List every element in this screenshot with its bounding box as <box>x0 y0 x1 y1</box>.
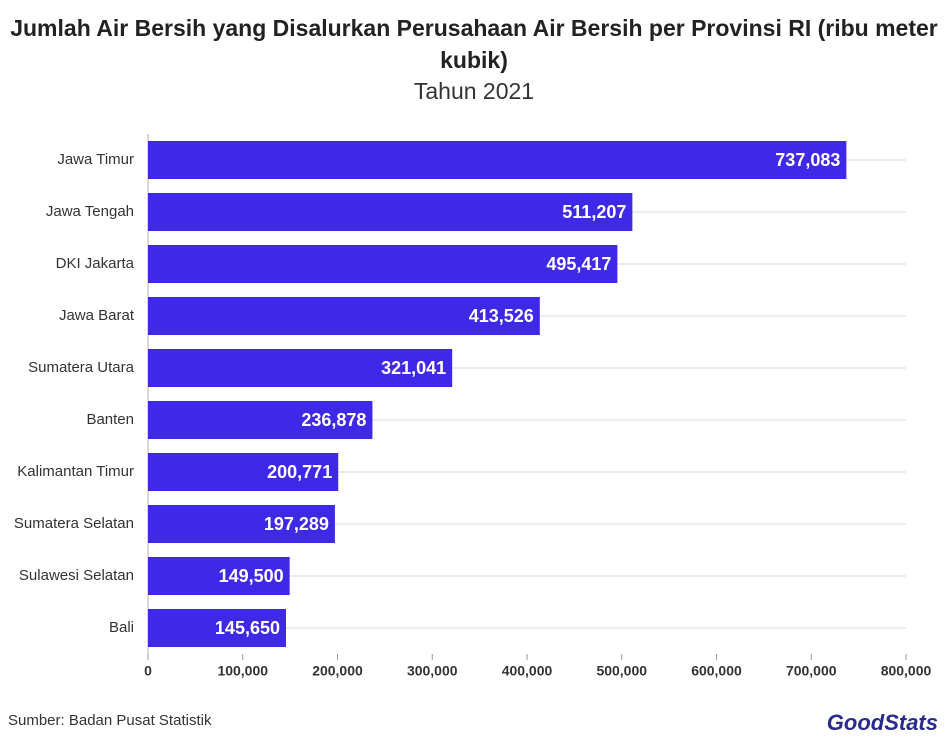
bar <box>148 609 287 647</box>
source-note: Sumber: Badan Pusat Statistik <box>8 712 212 729</box>
value-label: 495,417 <box>546 254 611 274</box>
chart-title: Jumlah Air Bersih yang Disalurkan Perusa… <box>10 15 938 73</box>
y-tick-label: Jawa Timur <box>57 151 134 168</box>
value-label: 236,878 <box>301 410 366 430</box>
x-tick-label: 500,000 <box>596 663 647 679</box>
y-tick-label: Banten <box>86 411 134 428</box>
bar <box>148 557 290 595</box>
value-label: 737,083 <box>775 150 840 170</box>
value-label: 321,041 <box>381 358 446 378</box>
x-tick-label: 800,000 <box>881 663 932 679</box>
logo: GoodStats <box>826 710 938 735</box>
y-tick-label: Bali <box>109 619 134 636</box>
x-tick-label: 100,000 <box>217 663 268 679</box>
bar <box>148 349 453 387</box>
bar <box>148 193 633 231</box>
y-tick-label: Sumatera Selatan <box>14 515 134 532</box>
x-tick-label: 700,000 <box>786 663 837 679</box>
value-label: 413,526 <box>469 306 534 326</box>
bar <box>148 505 335 543</box>
bar <box>148 453 339 491</box>
x-tick-label: 0 <box>144 663 152 679</box>
y-tick-label: Sumatera Utara <box>28 359 135 376</box>
bar <box>148 141 847 179</box>
chart-subtitle: Tahun 2021 <box>413 78 535 104</box>
bar <box>148 297 540 335</box>
value-label: 145,650 <box>215 618 280 638</box>
value-label: 149,500 <box>219 566 284 586</box>
x-tick-label: 400,000 <box>502 663 553 679</box>
y-tick-label: Sulawesi Selatan <box>19 567 134 584</box>
x-tick-label: 200,000 <box>312 663 363 679</box>
bar <box>148 245 618 283</box>
value-label: 200,771 <box>267 462 332 482</box>
y-tick-label: DKI Jakarta <box>56 255 135 272</box>
y-tick-label: Jawa Tengah <box>46 203 134 220</box>
value-label: 197,289 <box>264 514 329 534</box>
bar <box>148 401 373 439</box>
value-label: 511,207 <box>562 202 626 222</box>
x-tick-label: 600,000 <box>691 663 742 679</box>
x-tick-label: 300,000 <box>407 663 458 679</box>
y-tick-label: Kalimantan Timur <box>17 463 134 480</box>
y-tick-label: Jawa Barat <box>59 307 135 324</box>
